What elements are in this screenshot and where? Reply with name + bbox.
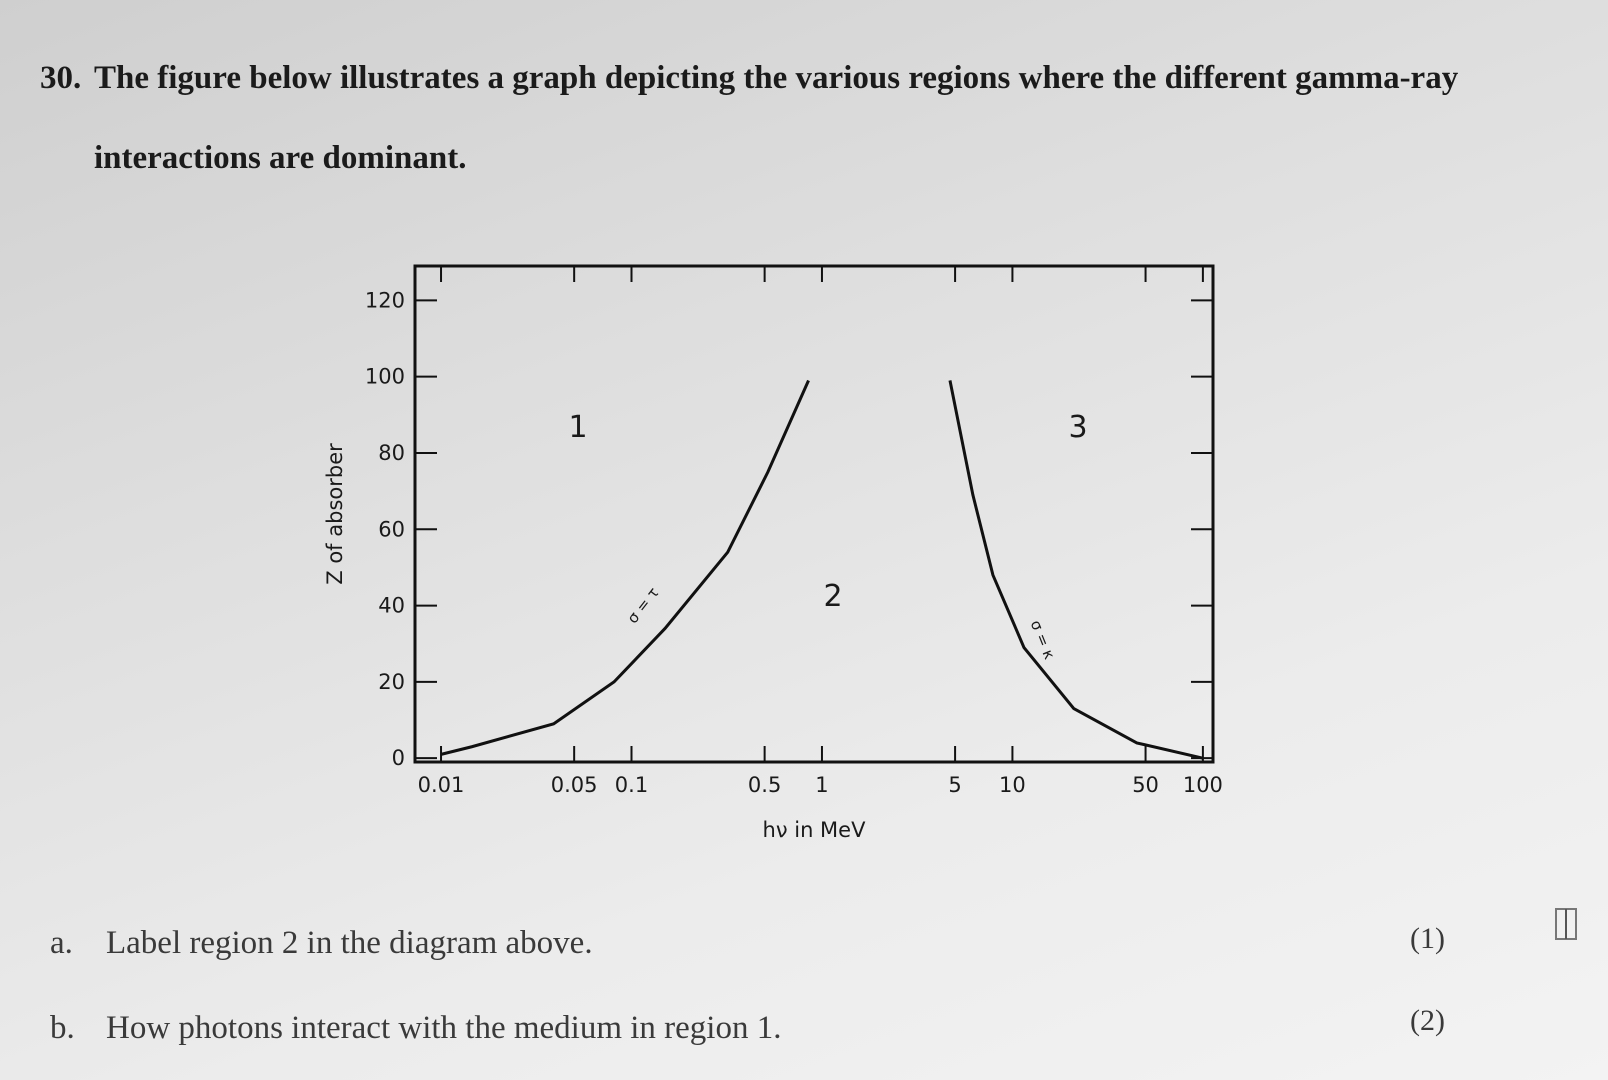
y-tick-label: 0 bbox=[392, 746, 405, 770]
x-tick-label: 100 bbox=[1183, 773, 1223, 797]
chart: 0.01 0.05 0.1 0.5 1 5 10 50 100 0 20 40 60 80 100 120 hν… bbox=[323, 264, 1223, 842]
region-label: 3 bbox=[1068, 410, 1087, 445]
part-text: How photons interact with the medium in … bbox=[106, 1010, 782, 1046]
marks: (2) bbox=[1410, 1004, 1445, 1037]
part-text: Label region 2 in the diagram above. bbox=[106, 925, 593, 961]
x-tick-label: 5 bbox=[948, 773, 961, 797]
marks: (1) bbox=[1410, 922, 1445, 955]
x-tick-label: 10 bbox=[999, 773, 1026, 797]
part-label: b. bbox=[50, 1010, 75, 1046]
x-tick-label: 0.5 bbox=[748, 773, 781, 797]
x-tick-label: 1 bbox=[815, 773, 828, 797]
x-tick-label: 0.05 bbox=[551, 773, 598, 797]
y-tick-label: 40 bbox=[378, 594, 405, 618]
question: 30. The figure below illustrates a graph… bbox=[40, 38, 1540, 198]
y-tick-label: 20 bbox=[378, 670, 405, 694]
x-tick-label: 50 bbox=[1132, 773, 1159, 797]
y-tick-label: 120 bbox=[365, 288, 405, 312]
x-tick-label: 0.1 bbox=[615, 773, 648, 797]
region-label: 2 bbox=[823, 579, 842, 614]
text-cursor-icon bbox=[1555, 908, 1577, 940]
question-number: 30. bbox=[40, 60, 82, 96]
curve bbox=[440, 379, 810, 756]
x-tick-label: 0.01 bbox=[418, 773, 465, 797]
y-tick-label: 60 bbox=[378, 517, 405, 541]
region-label: 1 bbox=[568, 410, 587, 445]
curve bbox=[948, 380, 1204, 760]
curve-label: σ = τ bbox=[623, 584, 662, 627]
x-axis-label: hν in MeV bbox=[763, 818, 867, 842]
y-tick-label: 100 bbox=[365, 365, 405, 389]
part-label: a. bbox=[50, 925, 73, 961]
y-tick-label: 80 bbox=[378, 441, 405, 465]
question-text: The figure below illustrates a graph dep… bbox=[94, 60, 1459, 176]
plot-frame bbox=[413, 264, 1215, 764]
y-axis-label: Z of absorber bbox=[323, 443, 347, 585]
